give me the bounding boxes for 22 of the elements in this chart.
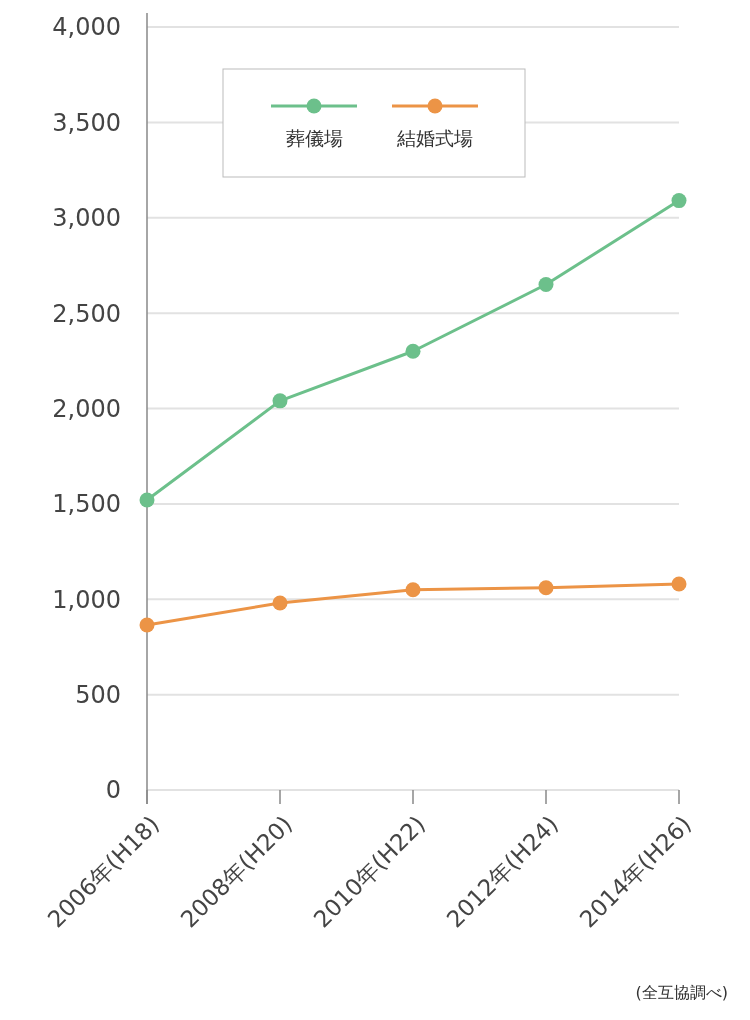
y-tick-label: 1,500 (52, 490, 121, 519)
y-tick-label: 1,000 (52, 585, 121, 614)
y-tick-label: 3,000 (52, 204, 121, 233)
y-tick-label: 0 (105, 776, 121, 805)
text: (全互協調べ) (635, 983, 728, 1002)
y-tick-label: 4,000 (52, 13, 121, 42)
point (272, 393, 288, 409)
legend-label: 結婚式場 (396, 127, 473, 149)
y-tick-label: 3,500 (52, 108, 121, 137)
point (272, 595, 288, 611)
legend-label: 葬儀場 (285, 127, 343, 149)
point (405, 343, 421, 359)
point (139, 617, 155, 633)
y-tick-label: 2,500 (52, 299, 121, 328)
point (139, 492, 155, 508)
point (671, 576, 687, 592)
point (538, 277, 554, 293)
y-tick-label: 500 (75, 681, 121, 710)
point (405, 582, 421, 598)
y-tick-label: 2,000 (52, 394, 121, 423)
point (671, 193, 687, 209)
point (538, 580, 554, 596)
